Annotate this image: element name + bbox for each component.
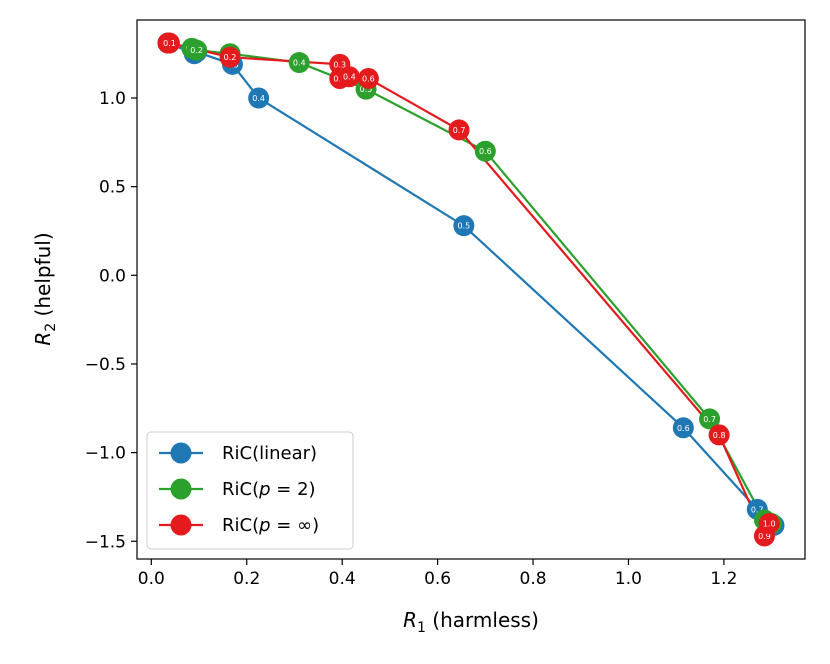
data-point-label: 0.6 (677, 424, 690, 433)
y-tick-label: 1.0 (99, 89, 126, 109)
x-axis-label: R1 (harmless) (403, 608, 539, 636)
data-point-marker (453, 215, 475, 237)
data-point-label: 0.3 (333, 60, 346, 69)
y-axis-label: R2 (helpful) (31, 232, 59, 345)
series-markers: 0.00.10.20.30.40.50.60.70.80.00.10.20.30… (157, 32, 785, 547)
data-point-marker (672, 417, 694, 439)
legend-marker (170, 442, 192, 464)
x-tick-label: 0.6 (424, 569, 451, 589)
data-point-label: 0.7 (751, 505, 764, 514)
data-point-marker (699, 408, 721, 430)
data-point-label: 0.7 (453, 126, 466, 135)
data-point-marker (338, 66, 360, 88)
data-point-marker (708, 424, 730, 446)
data-point-label: 0.4 (252, 94, 265, 103)
x-tick-label: 1.2 (710, 569, 737, 589)
data-point-label: 0.1 (163, 39, 176, 48)
legend-marker (170, 478, 192, 500)
y-tick-label: −1.0 (85, 444, 126, 464)
legend: RiC(linear) RiC(p = 2) RiC(p = ∞) (146, 431, 354, 550)
plot-frame (136, 19, 806, 560)
data-point-marker (758, 513, 780, 535)
y-tick-label: −1.5 (85, 532, 126, 552)
data-point-marker (288, 52, 310, 74)
x-tick-label: 0.2 (233, 569, 260, 589)
x-tick-label: 1.0 (615, 569, 642, 589)
data-point-label: 0.6 (362, 75, 375, 84)
data-point-label: 0.4 (343, 73, 356, 82)
y-tick-label: −0.5 (85, 355, 126, 375)
legend-marker (170, 514, 192, 536)
data-point-marker (357, 68, 379, 90)
y-tick-label: 0.0 (99, 266, 126, 286)
data-point-marker (248, 87, 270, 109)
legend-box (146, 431, 354, 550)
x-tick-label: 0.8 (520, 569, 547, 589)
data-point-label: 0.7 (703, 415, 716, 424)
data-point-label: 0.5 (360, 85, 373, 94)
data-point-marker (158, 32, 180, 54)
data-point-label: 0.2 (190, 46, 203, 55)
x-tick-label: 0.0 (138, 569, 165, 589)
x-axis-ticks: 0.0 0.2 0.4 0.6 0.8 1.0 1.2 (138, 559, 737, 589)
legend-label: RiC(p = 2) (222, 479, 316, 500)
data-point-marker (474, 140, 496, 162)
data-point-label: 0.4 (293, 59, 306, 68)
data-point-label: 0.9 (758, 532, 771, 541)
data-point-marker (186, 39, 208, 61)
x-tick-label: 0.4 (329, 569, 356, 589)
data-point-marker (448, 119, 470, 141)
legend-label: RiC(linear) (222, 443, 317, 464)
data-point-label: 0.8 (713, 431, 726, 440)
y-axis-ticks: 1.0 0.5 0.0 −0.5 −1.0 −1.5 (85, 89, 137, 552)
data-point-label: 0.5 (457, 222, 470, 231)
y-tick-label: 0.5 (99, 178, 126, 198)
data-point-marker (219, 46, 241, 68)
legend-label: RiC(p = ∞) (222, 515, 319, 536)
data-point-label: 0.2 (224, 53, 237, 62)
data-point-label: 0.6 (479, 147, 492, 156)
data-point-label: 1.0 (763, 520, 776, 529)
